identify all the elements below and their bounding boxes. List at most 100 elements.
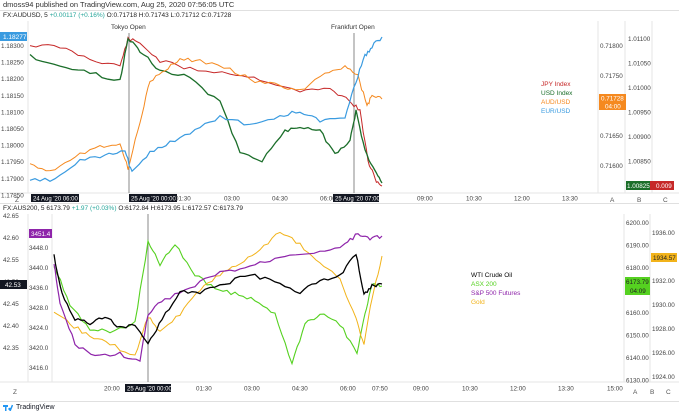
top-right-axis-tick: 1.01050 — [628, 61, 651, 68]
bottom-time-axis: 20:00 25 Aug '20 00:00 01:30 03:00 04:30 06:0… — [104, 384, 623, 393]
bottom-time-tick: 10:30 — [462, 386, 478, 393]
bottom-left2-axis-tick: 3440.0 — [29, 265, 49, 272]
bottom-symbol-line: FX:AUS200, 5 6173.79 +1.97 (+0.03%) O:61… — [3, 205, 243, 212]
top-mid-axis-tick: 0.71800 — [600, 43, 623, 50]
top-change: +0.00117 (+0.16%) — [49, 12, 105, 19]
bottom-right-axis-tick: 1926.00 — [652, 350, 675, 357]
top-left-axis-tick: 1.18050 — [1, 126, 24, 133]
legend-eurusd: EUR/USD — [541, 108, 571, 115]
top-chart-svg[interactable]: Tokyo Open Frankfurt Open 1.18300 1.18250… — [0, 11, 679, 203]
frankfurt-open-label: Frankfurt Open — [331, 24, 375, 31]
top-symbol-line: FX:AUDUSD, 5 +0.00117 (+0.16%) O:0.71718… — [3, 12, 231, 19]
asx-badge: 6173.79 — [626, 279, 649, 286]
bottom-corner-b[interactable]: B — [650, 389, 654, 396]
top-time-badge-bg — [129, 194, 177, 202]
bottom-time-tick: 04:30 — [292, 386, 308, 393]
jpy-badge: 0.009 — [656, 183, 672, 190]
top-right-axis-tick: 1.01100 — [628, 36, 651, 43]
top-left-axis-tick: 1.18100 — [1, 109, 24, 116]
bottom-left-axis-tick: 42.65 — [3, 213, 19, 220]
bottom-left2-axis-tick: 3420.0 — [29, 345, 49, 352]
top-mid-axis-tick: 0.71750 — [600, 73, 623, 80]
top-time-badge-bg — [31, 194, 79, 202]
jpy-index-line — [29, 36, 383, 187]
gold-badge-bg — [651, 253, 677, 262]
top-chart-panel[interactable]: FX:AUDUSD, 5 +0.00117 (+0.16%) O:0.71718… — [0, 10, 679, 203]
bottom-last: 6173.79 — [46, 205, 70, 212]
bottom-time-tick: 03:00 — [244, 386, 260, 393]
top-time-tick: 12:00 — [514, 196, 530, 203]
bottom-corner-a[interactable]: A — [633, 389, 638, 396]
top-mid-axis-tick: 0.71650 — [600, 133, 623, 140]
bottom-mid-axis: 6200.006190.006180.006170.006160.006150.… — [626, 220, 649, 385]
asx-badge-bg — [625, 277, 650, 286]
bottom-mid-axis-tick: 6180.00 — [626, 265, 649, 272]
bottom-left-axis-tick: 42.55 — [3, 257, 19, 264]
bottom-right-axis-tick: 1936.00 — [652, 230, 675, 237]
usd-index-line — [29, 37, 383, 184]
bottom-left2-badge: 3451.4 — [31, 231, 51, 238]
bottom-corner-c[interactable]: C — [666, 389, 671, 396]
legend-wti: WTI Crude Oil — [471, 272, 513, 279]
top-corner-a[interactable]: A — [610, 197, 615, 203]
top-time-badge: 25 Aug '20 00:00 — [131, 197, 177, 203]
legend-asx: ASX 200 — [471, 281, 497, 288]
top-left-axis-tick: 1.18200 — [1, 76, 24, 83]
top-corner-z[interactable]: Z — [15, 197, 19, 203]
top-right-axis-tick: 1.00950 — [628, 110, 651, 117]
bottom-time-tick: 15:00 — [607, 386, 623, 393]
top-time-tick: 03:00 — [224, 196, 240, 203]
bottom-chart-panel[interactable]: FX:AUS200, 5 6173.79 +1.97 (+0.03%) O:61… — [0, 203, 679, 401]
usd-index-badge-bg — [626, 181, 650, 190]
bottom-mid-axis-tick: 6140.00 — [626, 355, 649, 362]
top-left-axis: 1.18300 1.18250 1.18200 1.18150 1.18100 1.180… — [1, 43, 24, 199]
legend-usd-index: USD Index — [541, 90, 573, 97]
bottom-left2-badge-bg — [29, 229, 52, 238]
publisher-text: published on TradingView.com, Aug 25, 20… — [35, 0, 235, 9]
bottom-ohlc: O:6172.84 H:6173.95 L:6172.57 C:6173.79 — [118, 205, 243, 212]
tradingview-logo[interactable]: TradingView — [3, 404, 55, 411]
audusd-badge-bg — [599, 94, 626, 102]
top-time-tick: 10:30 — [466, 196, 482, 203]
top-left-badge-bg — [0, 32, 27, 41]
publisher-user: dmoss94 — [3, 0, 34, 9]
top-mid-axis-tick: 0.71600 — [600, 163, 623, 170]
top-left-axis-tick: 1.17900 — [1, 176, 24, 183]
gold-line — [53, 231, 383, 356]
top-corner-b[interactable]: B — [637, 197, 641, 203]
legend-jpy-index: JPY Index — [541, 81, 571, 88]
top-time-axis: 24 Aug '20 06:00 25 Aug '20 00:00 01:30 03:… — [31, 194, 578, 203]
bottom-left-badge: 42.53 — [5, 282, 21, 289]
top-left-badge: 1.18277 — [3, 34, 27, 41]
top-time-badge-bg — [333, 194, 379, 202]
bottom-time-tick: 20:00 — [104, 386, 120, 393]
legend-audusd: AUD/USD — [541, 99, 571, 106]
legend-gold: Gold — [471, 299, 485, 306]
audusd-badge: 0.71728 — [601, 96, 624, 103]
audusd-time-bg — [599, 102, 626, 110]
footer: TradingView — [0, 401, 679, 413]
top-left-axis-tick: 1.18000 — [1, 143, 24, 150]
tradingview-logo-icon — [3, 404, 13, 411]
top-corner-c[interactable]: C — [663, 197, 668, 203]
bottom-right-axis-tick: 1930.00 — [652, 302, 675, 309]
bottom-left-axis-tick: 42.40 — [3, 323, 19, 330]
bottom-right-axis-tick: 1928.00 — [652, 326, 675, 333]
bottom-time-tick: 07:50 — [372, 386, 388, 393]
top-time-tick: 04:30 — [272, 196, 288, 203]
publisher-line: dmoss94 published on TradingView.com, Au… — [0, 0, 679, 10]
bottom-right-axis-tick: 1932.00 — [652, 278, 675, 285]
top-left-axis-tick: 1.18300 — [1, 43, 24, 50]
top-ohlc: O:0.71718 H:0.71743 L:0.71712 C:0.71728 — [106, 12, 232, 19]
top-time-tick: 13:30 — [562, 196, 578, 203]
bottom-left2-axis: 3448.0 3440.0 3436.0 3428.0 3424.0 3420.0 3416… — [29, 245, 49, 372]
top-symbol: FX:AUDUSD, 5 — [3, 12, 48, 19]
asx200-line — [53, 238, 383, 366]
top-time-tick: 09:00 — [417, 196, 433, 203]
bottom-left2-axis-tick: 3428.0 — [29, 305, 49, 312]
bottom-left-axis-tick: 42.35 — [3, 345, 19, 352]
bottom-mid-axis-tick: 6200.00 — [626, 220, 649, 227]
bottom-corner-z[interactable]: Z — [13, 389, 17, 396]
eurusd-line — [29, 36, 383, 182]
